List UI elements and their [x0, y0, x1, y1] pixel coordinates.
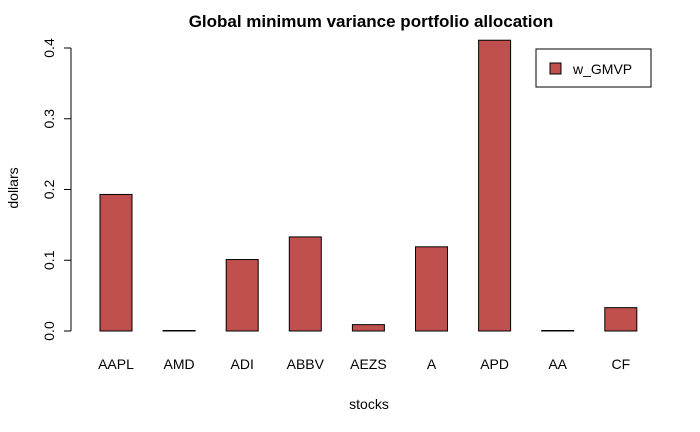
- x-tick-label: AEZS: [350, 356, 387, 372]
- bar-abbv: [288, 236, 322, 332]
- legend-swatch: [549, 62, 562, 75]
- bars: [99, 39, 638, 332]
- x-tick-label: APD: [480, 356, 509, 372]
- y-tick-label: 0.2: [41, 180, 57, 200]
- legend-label: w_GMVP: [572, 61, 632, 77]
- bar-aa: [541, 330, 575, 332]
- x-tick-label: AA: [548, 356, 567, 372]
- x-tick-label: AMD: [164, 356, 195, 372]
- chart-title: Global minimum variance portfolio alloca…: [189, 12, 554, 31]
- x-tick-label: ABBV: [287, 356, 325, 372]
- bar-cf: [604, 307, 638, 332]
- bar-aapl: [99, 193, 133, 332]
- bar-a: [415, 246, 448, 332]
- bar-amd: [162, 330, 196, 332]
- y-axis-label: dollars: [5, 167, 21, 208]
- x-tick-label: ADI: [231, 356, 254, 372]
- bar-apd: [478, 39, 512, 332]
- y-tick-label: 0.4: [41, 38, 57, 58]
- x-tick-labels: AAPL AMD ADI ABBV AEZS A APD AA CF: [98, 356, 630, 372]
- x-tick-label: AAPL: [98, 356, 134, 372]
- x-axis-label: stocks: [349, 396, 389, 412]
- y-tick-label: 0.1: [41, 250, 57, 270]
- x-tick-label: CF: [611, 356, 630, 372]
- y-tick-label: 0.0: [41, 321, 57, 341]
- bar-aezs: [351, 324, 385, 332]
- legend: w_GMVP: [535, 48, 652, 88]
- x-tick-label: A: [427, 356, 437, 372]
- bar-adi: [225, 259, 259, 332]
- y-tick-label: 0.3: [41, 109, 57, 129]
- y-axis: 0.0 0.1 0.2 0.3 0.4: [41, 38, 72, 341]
